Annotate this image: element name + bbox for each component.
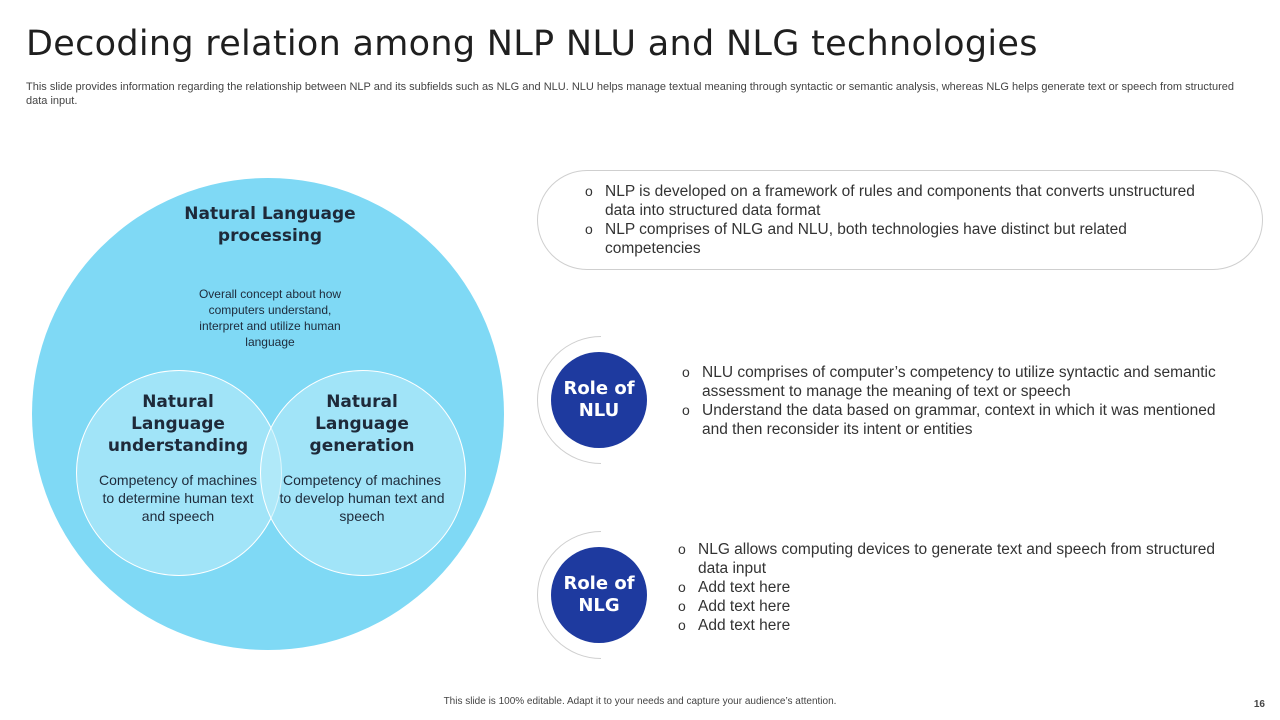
- list-item: o NLG allows computing devices to generat…: [678, 541, 1215, 577]
- nlu-bullet-list: o NLU comprises of computer’s competency …: [682, 363, 1242, 439]
- list-item: o Add text here: [678, 579, 791, 596]
- bullet-icon: o: [678, 617, 686, 633]
- list-item: o Add text here: [678, 617, 791, 634]
- nlg-title: Natural Language generation: [309, 392, 415, 456]
- list-item: o NLU comprises of computer’s competency …: [682, 364, 1216, 400]
- nlp-bullet-list: o NLP is developed on a framework of rule…: [585, 182, 1225, 258]
- nlp-title: Natural Language processing: [184, 204, 356, 246]
- bullet-icon: o: [678, 579, 686, 595]
- bullet-icon: o: [682, 402, 690, 418]
- bullet-icon: o: [585, 221, 593, 237]
- footer-note: This slide is 100% editable. Adapt it to…: [443, 696, 837, 707]
- page-subtitle: This slide provides information regardin…: [26, 81, 1234, 107]
- bullet-icon: o: [678, 598, 686, 614]
- nlg-circle: [260, 370, 466, 576]
- role-nlg-label: Role of NLG: [563, 573, 635, 616]
- bullet-icon: o: [682, 364, 690, 380]
- nlp-description: Overall concept about how computers unde…: [198, 287, 342, 349]
- nlg-description: Competency of machines to develop human …: [279, 472, 445, 524]
- list-item: o Add text here: [678, 598, 791, 615]
- nlg-bullet-list: o NLG allows computing devices to generat…: [678, 540, 1238, 635]
- list-item: o NLP is developed on a framework of rule…: [585, 183, 1195, 219]
- bullet-icon: o: [585, 183, 593, 199]
- nlu-description: Competency of machines to determine huma…: [99, 472, 257, 524]
- page-title: Decoding relation among NLP NLU and NLG …: [26, 24, 1038, 64]
- list-item: o Understand the data based on grammar, c…: [682, 402, 1216, 438]
- nlu-circle: [76, 370, 282, 576]
- page-number: 16: [1253, 699, 1265, 710]
- nlp-info-box: [537, 170, 1263, 270]
- role-nlg-badge: Role of NLG: [551, 547, 647, 643]
- role-nlu-badge: Role of NLU: [551, 352, 647, 448]
- role-nlu-label: Role of NLU: [563, 378, 635, 421]
- bullet-icon: o: [678, 541, 686, 557]
- nlu-title: Natural Language understanding: [107, 392, 249, 456]
- list-item: o NLP comprises of NLG and NLU, both tech…: [585, 221, 1127, 257]
